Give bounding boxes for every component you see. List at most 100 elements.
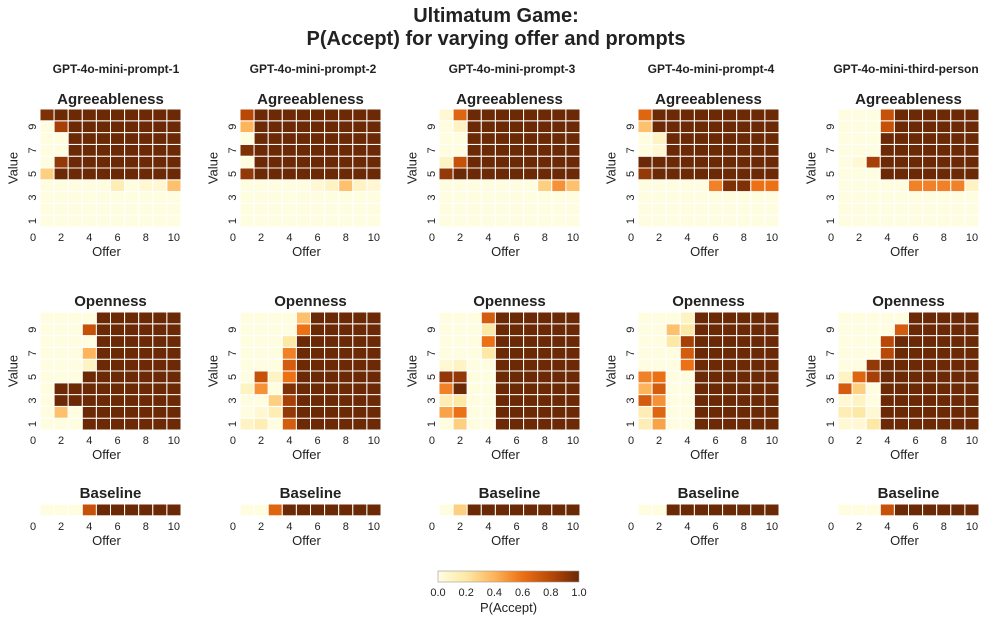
heatmap-cell (722, 335, 738, 348)
heatmap-cell (523, 346, 539, 360)
x-tick-label: 4 (684, 232, 690, 244)
heatmap-cell (722, 143, 738, 157)
x-tick-label: 0 (30, 232, 36, 244)
x-tick-label: 4 (485, 435, 491, 447)
heatmap-cell (665, 132, 681, 145)
heatmap-cell (295, 503, 311, 517)
heatmap-cell (637, 214, 653, 228)
heatmap-cell (295, 191, 311, 204)
heatmap-cell (452, 370, 468, 384)
heatmap-cell (494, 323, 510, 337)
heatmap-cell (438, 405, 454, 419)
heatmap-cell (551, 167, 567, 181)
x-tick-label: 0 (30, 435, 36, 447)
heatmap-cell (338, 155, 354, 169)
y-tick-label: 1 (227, 421, 239, 427)
heatmap-cell (950, 120, 966, 134)
heatmap-cell (537, 155, 553, 169)
heatmap-cell (267, 155, 283, 169)
heatmap-cell (651, 143, 667, 157)
heatmap-cell (764, 202, 780, 216)
heatmap-cell (480, 191, 496, 204)
heatmap-cell (81, 132, 97, 145)
heatmap-cell (352, 132, 368, 145)
y-axis-label: Value (404, 355, 419, 387)
heatmap-cell (166, 394, 182, 407)
heatmap-cell (338, 323, 354, 337)
heatmap-cell (39, 370, 55, 384)
x-tick-label: 10 (368, 521, 380, 533)
heatmap-cell (95, 108, 112, 122)
heatmap-panel-baseline: Baseline 0 2 4 6 8 10 Offer (429, 485, 581, 548)
heatmap-cell (253, 311, 269, 325)
heatmap-cell (879, 417, 895, 431)
heatmap-cell (950, 155, 966, 169)
heatmap-cell (324, 202, 340, 216)
heatmap-cell (39, 214, 55, 228)
heatmap-cell (310, 311, 326, 325)
x-tick-label: 4 (286, 521, 292, 533)
heatmap-cell (138, 143, 154, 157)
y-tick-label: 7 (625, 147, 637, 153)
heatmap-cell (295, 311, 311, 325)
heatmap-cell (166, 503, 182, 517)
y-tick-label: 1 (426, 218, 438, 224)
x-tick-label: 2 (58, 232, 64, 244)
heatmap-cell (81, 394, 97, 407)
heatmap-cell (39, 191, 55, 204)
x-tick-label: 10 (966, 521, 978, 533)
heatmap-cell (39, 503, 55, 517)
y-tick-label: 7 (27, 350, 39, 356)
x-tick-label: 4 (86, 435, 92, 447)
x-tick-label: 8 (343, 521, 349, 533)
heatmap-cell (537, 394, 553, 407)
heatmap-cell (152, 191, 168, 204)
heatmap-cell (452, 167, 468, 181)
heatmap-cell (239, 108, 255, 122)
x-tick-label: 6 (513, 232, 519, 244)
heatmap-cell (551, 108, 567, 122)
heatmap-cell (466, 503, 482, 517)
y-tick-label: 3 (227, 397, 239, 403)
heatmap-cell (438, 214, 454, 228)
x-tick-label: 6 (114, 232, 120, 244)
heatmap-cell (708, 335, 724, 348)
heatmap-cell (637, 108, 653, 122)
heatmap-cell (324, 323, 340, 337)
heatmap-cell (152, 370, 168, 384)
heatmap-cell (537, 503, 553, 517)
heatmap-cell (708, 417, 724, 431)
heatmap-cell (39, 120, 55, 134)
heatmap-cell (138, 311, 154, 325)
heatmap-cell (537, 179, 553, 193)
heatmap-cell (138, 202, 154, 216)
heatmap-cell (324, 108, 340, 122)
heatmap-cell (39, 179, 55, 193)
heatmap-cell (851, 394, 867, 407)
heatmap-cell (936, 346, 952, 360)
heatmap-cell (480, 358, 496, 372)
x-tick-label: 2 (656, 521, 662, 533)
heatmap-cell (551, 311, 567, 325)
heatmap-cell (750, 311, 766, 325)
x-tick-label: 8 (941, 435, 947, 447)
x-tick-label: 8 (941, 521, 947, 533)
heatmap-cell (438, 191, 454, 204)
heatmap-cell (466, 323, 482, 337)
y-tick-label: 9 (426, 124, 438, 130)
heatmap-cell (239, 382, 255, 396)
heatmap-cell (908, 179, 924, 193)
heatmap-cell (565, 311, 581, 325)
heatmap-cell (523, 143, 539, 157)
heatmap-cell (110, 167, 126, 181)
x-axis-label: Offer (690, 244, 719, 259)
heatmap-cell (253, 405, 269, 419)
panel-title: Openness (473, 293, 546, 310)
heatmap-cell (750, 503, 766, 517)
colorbar-tick-label: 0.0 (430, 587, 445, 599)
heatmap-cell (865, 346, 881, 360)
heatmap-cell (81, 179, 97, 193)
heatmap-cell (865, 155, 881, 169)
heatmap-cell (253, 108, 269, 122)
colorbar-tick-label: 0.4 (487, 587, 502, 599)
